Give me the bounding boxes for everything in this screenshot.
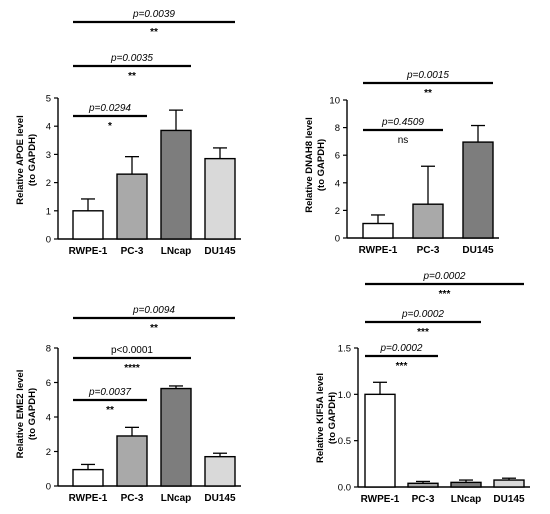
y-tick-label: 4 [335,178,340,189]
category-label: RWPE-1 [69,246,108,257]
significance-stars: *** [417,327,429,338]
y-axis-label-line: (to GAPDH) [316,139,327,191]
y-axis-label-line: (to GAPDH) [327,392,338,444]
bar [407,482,439,488]
bar [450,481,482,488]
y-tick-label: 0.0 [338,483,351,494]
y-axis-label-line: Relative APOE level [15,115,26,204]
y-tick-label: 0.5 [338,436,351,447]
significance-stars: ** [150,27,158,38]
p-value-label: p=0.4509 [381,117,424,128]
category-label: PC-3 [412,494,435,505]
y-axis-label: Relative KIF5A level(to GAPDH) [315,373,338,463]
y-tick-label: 8 [335,123,340,134]
p-value-label: p<0.0001 [111,345,153,356]
bar [116,173,148,240]
y-axis-label: Relative APOE level(to GAPDH) [15,115,38,204]
category-label: LNcap [451,494,482,505]
p-value-label: p=0.0037 [88,387,131,398]
y-tick-label: 8 [46,344,51,355]
y-tick-label: 2 [335,206,340,217]
y-axis-label-line: (to GAPDH) [27,134,38,186]
bar [204,157,236,240]
y-tick-label: 0 [46,235,51,246]
significance-stars: **** [124,363,140,374]
y-tick-label: 6 [335,151,340,162]
panel-apoe: 0 1 2 3 4 5 Relative APOE level(to GAPDH) RWPE-… [15,9,241,257]
bar [160,129,192,240]
category-label: PC-3 [417,245,440,256]
y-tick-label: 10 [329,96,340,107]
y-axis-label: Relative EME2 level(to GAPDH) [15,370,38,459]
significance-stars: ** [106,405,114,416]
y-axis-label-line: Relative EME2 level [15,370,26,459]
category-label: DU145 [462,245,494,256]
significance-stars: ** [424,88,432,99]
y-axis-label-line: Relative KIF5A level [315,373,326,463]
p-value-label: p=0.0039 [132,9,175,20]
bar [72,210,104,240]
panel-eme2: 0 2 4 6 8 Relative EME2 level(to GAPDH) RWPE-1… [15,305,241,504]
y-axis-label-line: Relative DNAH8 level [304,117,315,213]
y-tick-label: 1 [46,206,51,217]
p-value-label: p=0.0002 [423,271,466,282]
p-value-label: p=0.0094 [132,305,175,316]
category-label: RWPE-1 [359,245,398,256]
y-tick-label: 0 [335,234,340,245]
bar [72,468,104,487]
y-tick-label: 6 [46,378,51,389]
bar [160,387,192,487]
significance-stars: ** [128,71,136,82]
y-axis-label-line: (to GAPDH) [27,388,38,440]
p-value-label: p=0.0035 [110,53,153,64]
y-tick-label: 0 [46,482,51,493]
y-tick-label: 2 [46,447,51,458]
y-tick-label: 5 [46,94,51,105]
y-tick-label: 4 [46,122,51,133]
category-label: LNcap [161,493,192,504]
bar [116,435,148,487]
y-tick-label: 3 [46,150,51,161]
y-tick-label: 1.0 [338,390,351,401]
significance-stars: * [108,121,112,132]
p-value-label: p=0.0294 [88,103,131,114]
category-label: DU145 [493,494,525,505]
p-value-label: p=0.0002 [401,309,444,320]
category-label: RWPE-1 [361,494,400,505]
significance-stars: ns [398,135,409,146]
y-axis-label: Relative DNAH8 level(to GAPDH) [304,117,327,213]
category-label: RWPE-1 [69,493,108,504]
bar [412,203,444,239]
bar [493,479,525,488]
significance-stars: *** [439,289,451,300]
p-value-label: p=0.0002 [380,343,423,354]
bar [362,222,394,239]
y-tick-label: 4 [46,413,51,424]
category-label: DU145 [204,246,236,257]
y-tick-label: 1.5 [338,344,351,355]
panel-kif5a: 0.0 0.5 1.0 1.5 Relative KIF5A level(to GAPD… [315,271,530,505]
bar [462,141,494,239]
bar [204,455,236,487]
category-label: PC-3 [121,246,144,257]
category-label: PC-3 [121,493,144,504]
significance-stars: *** [396,361,408,372]
p-value-label: p=0.0015 [406,70,449,81]
bar [364,393,396,488]
category-label: LNcap [161,246,192,257]
y-tick-label: 2 [46,178,51,189]
category-label: DU145 [204,493,236,504]
significance-stars: ** [150,323,158,334]
